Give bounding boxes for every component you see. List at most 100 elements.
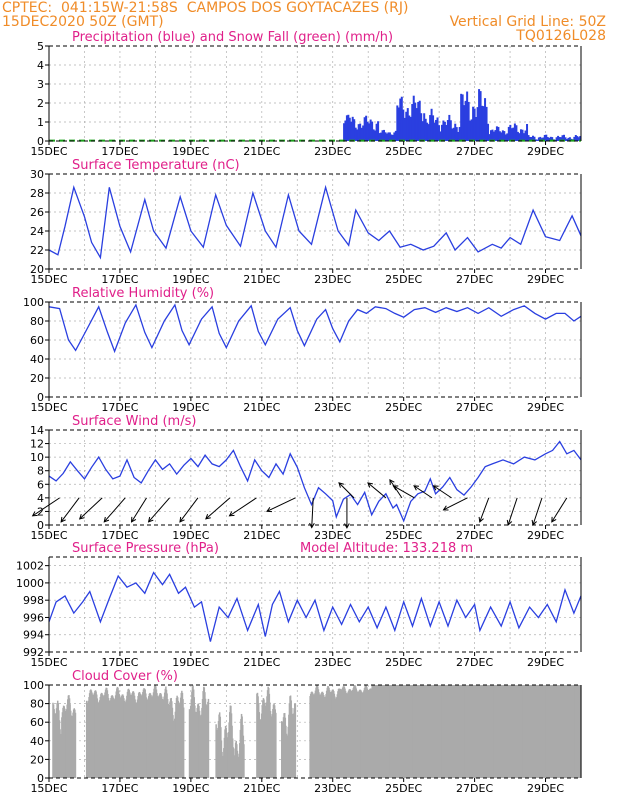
precip-bar (567, 137, 570, 141)
precip-bar (501, 130, 504, 141)
x-tick-label: 19DEC (172, 273, 209, 286)
precip-bar (403, 117, 406, 141)
y-tick-label: 4 (37, 59, 44, 72)
precip-bar (378, 133, 381, 141)
precip-bar (414, 102, 417, 141)
precip-bar (365, 115, 368, 141)
header-model-id: TQ0126L028 (516, 28, 606, 44)
wind-arrow-head (367, 482, 373, 488)
precip-bar (507, 126, 510, 141)
precip-bar (564, 137, 567, 141)
precip-bar (579, 135, 582, 141)
x-tick-label: 19DEC (172, 529, 209, 542)
x-tick-label: 29DEC (527, 656, 564, 669)
precip-bar (400, 96, 403, 141)
precip-bar (458, 126, 461, 141)
precip-bar (560, 137, 563, 141)
precip-bar (478, 89, 481, 141)
precip-bar (467, 101, 470, 141)
precip-bar (494, 130, 497, 141)
y-tick-label: 10 (30, 451, 44, 464)
precip-bar (452, 127, 455, 141)
x-tick-label: 23DEC (314, 401, 351, 414)
precip-bar (518, 133, 521, 141)
precip-bar (537, 137, 540, 141)
precip-bar (362, 125, 365, 141)
x-tick-label: 17DEC (101, 656, 138, 669)
y-tick-label: 4 (37, 492, 44, 505)
precip-bar (357, 124, 360, 141)
x-tick-label: 15DEC (30, 145, 67, 158)
precip-bar (491, 129, 494, 141)
wind-arrow-head (147, 516, 154, 523)
precip-bar (534, 139, 537, 141)
precip-bar (353, 119, 356, 141)
wind-arrow (532, 497, 543, 526)
wind-arrow-head (103, 516, 110, 523)
panel-title: Cloud Cover (%) (72, 669, 178, 684)
x-tick-label: 21DEC (243, 145, 280, 158)
panel-title: Relative Humidity (%) (72, 286, 214, 301)
wind-arrow-head (266, 507, 273, 513)
precip-bar (529, 136, 532, 141)
precip-bar (485, 106, 488, 141)
precip-bar (521, 129, 524, 141)
y-tick-label: 2 (37, 505, 44, 518)
precip-bar (530, 137, 533, 141)
x-tick-label: 21DEC (243, 401, 280, 414)
y-tick-label: 60 (30, 716, 44, 729)
y-tick-label: 3 (37, 78, 44, 91)
wind-arrow-head (228, 511, 235, 517)
wind-arrow-head (551, 516, 557, 523)
wind-arrow (479, 497, 490, 523)
precip-bar (512, 127, 515, 141)
precip-bar (446, 120, 449, 141)
precip-bar (476, 107, 479, 141)
y-tick-label: 22 (30, 244, 44, 257)
precip-bar (449, 120, 452, 141)
precip-bar (479, 91, 482, 141)
precip-bar (415, 108, 418, 141)
y-tick-label: 8 (37, 465, 44, 478)
precip-bar (576, 136, 579, 141)
cloud-bar (182, 707, 185, 778)
y-tick-label: 100 (23, 296, 44, 309)
precip-bar (543, 134, 546, 141)
precip-bar (397, 107, 400, 141)
precip-bar (366, 121, 369, 141)
precip-bar (503, 131, 506, 141)
precip-bar (565, 138, 568, 141)
precip-bar (345, 115, 348, 141)
series-line (48, 303, 582, 354)
y-tick-label: 20 (30, 263, 44, 276)
precip-bar (443, 121, 446, 141)
wind-arrow (393, 485, 415, 499)
precip-bar (495, 126, 498, 141)
precip-bar (526, 124, 529, 141)
panel-title: Surface Temperature (nC) (72, 158, 240, 173)
x-tick-label: 29DEC (527, 273, 564, 286)
precip-bar (488, 134, 491, 141)
precip-bar (411, 104, 414, 141)
wind-arrow (413, 485, 433, 499)
precip-bar (405, 111, 408, 141)
precip-bar (363, 117, 366, 141)
precip-bar (356, 129, 359, 141)
precip-bar (433, 122, 436, 141)
x-tick-label: 15DEC (30, 529, 67, 542)
x-tick-label: 25DEC (385, 529, 422, 542)
x-tick-label: 21DEC (243, 273, 280, 286)
y-tick-label: 20 (30, 753, 44, 766)
precip-bar (377, 121, 380, 141)
precip-bar (381, 130, 384, 141)
x-tick-label: 23DEC (314, 529, 351, 542)
panel-title: Surface Pressure (hPa) (72, 541, 219, 556)
x-tick-label: 29DEC (527, 782, 564, 795)
y-tick-label: 0 (37, 772, 44, 785)
precip-bar (455, 127, 458, 141)
precip-bar (380, 132, 383, 141)
panel-annotation: Model Altitude: 133.218 m (300, 541, 473, 556)
precip-bar (558, 137, 561, 141)
x-tick-label: 15DEC (30, 782, 67, 795)
